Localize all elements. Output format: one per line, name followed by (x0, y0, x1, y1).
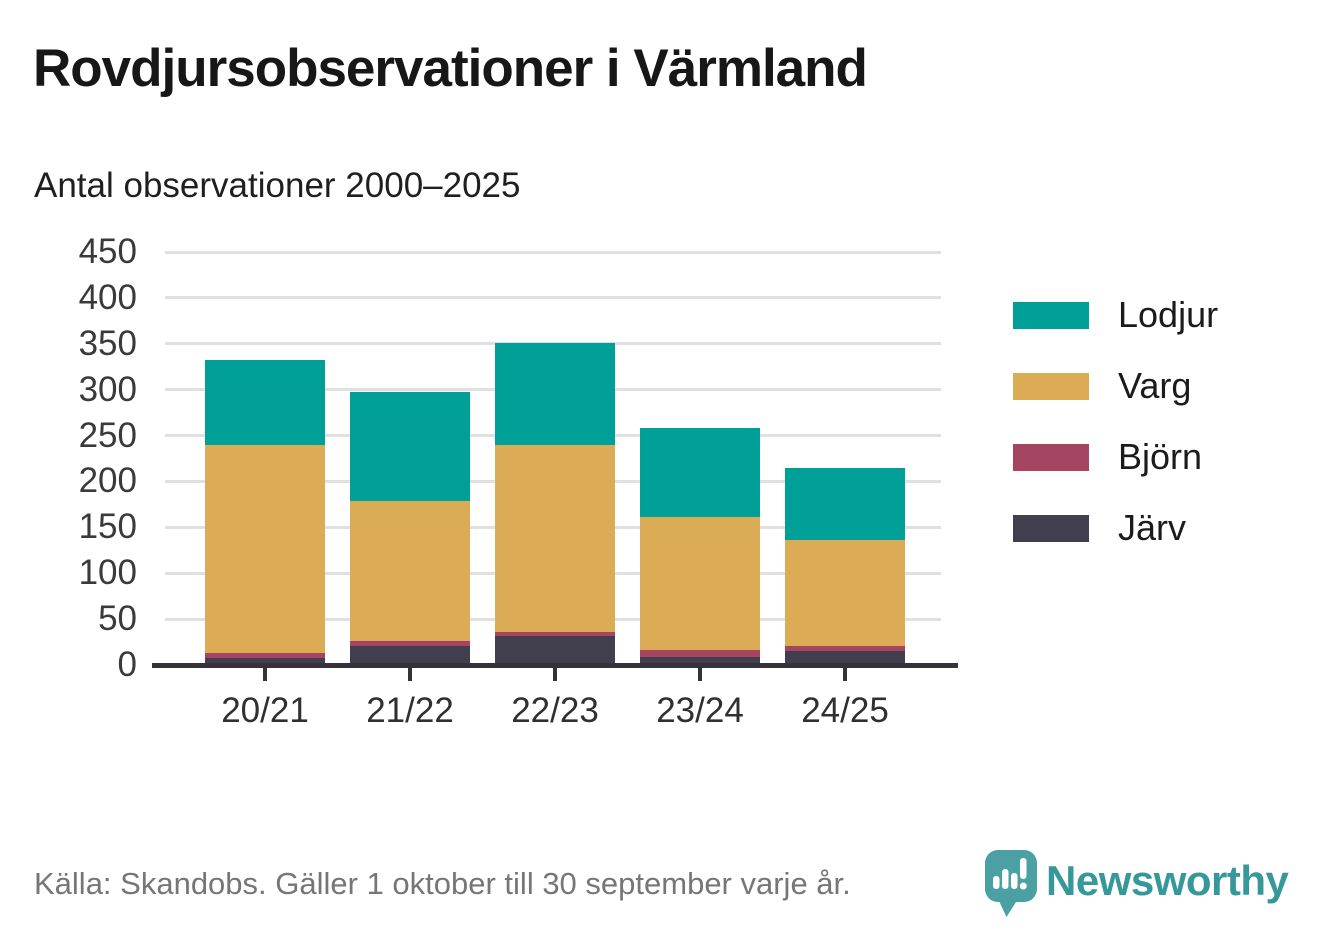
bar-segment-lodjur-23/24 (640, 428, 760, 518)
y-gridline (165, 250, 941, 254)
y-tick-label: 100 (78, 553, 137, 593)
chart-subtitle: Antal observationer 2000–2025 (34, 166, 521, 205)
bar-segment-lodjur-22/23 (495, 342, 615, 446)
bar-segment-varg-22/23 (495, 445, 615, 632)
y-tick-label: 200 (78, 461, 137, 501)
legend-label: Björn (1118, 436, 1203, 477)
legend-label: Lodjur (1118, 294, 1219, 335)
y-gridline (165, 296, 941, 300)
x-tick-label: 20/21 (221, 691, 309, 730)
brand-name: Newsworthy (1046, 857, 1289, 904)
newsworthy-logo-icon (985, 850, 1037, 917)
legend-swatch-björn (1013, 443, 1089, 471)
bar-segment-järv-20/21 (205, 658, 325, 663)
bar-segment-varg-21/22 (350, 500, 470, 641)
bar-segment-järv-21/22 (350, 645, 470, 663)
legend-label: Varg (1118, 365, 1192, 406)
x-tick-label: 22/23 (511, 691, 599, 730)
bar-segment-varg-24/25 (785, 540, 905, 646)
y-tick-label: 400 (78, 277, 137, 317)
x-tick (698, 668, 702, 681)
y-tick-label: 250 (78, 415, 137, 455)
bar-segment-lodjur-20/21 (205, 360, 325, 445)
bar-segment-björn-23/24 (640, 650, 760, 657)
x-tick (553, 668, 557, 681)
x-tick (263, 668, 267, 681)
x-tick (843, 668, 847, 681)
bar-segment-järv-22/23 (495, 636, 615, 663)
y-tick-label: 50 (98, 599, 137, 639)
source-note: Källa: Skandobs. Gäller 1 oktober till 3… (34, 866, 851, 901)
y-tick-label: 150 (78, 507, 137, 547)
x-axis-line (152, 663, 958, 668)
bar-segment-björn-20/21 (205, 652, 325, 659)
x-tick-label: 21/22 (366, 691, 454, 730)
legend-swatch-varg (1013, 372, 1089, 400)
x-tick-label: 23/24 (656, 691, 744, 730)
bar-segment-järv-23/24 (640, 656, 760, 663)
x-tick (408, 668, 412, 681)
legend-item-järv: Järv (1013, 507, 1218, 549)
bar-segment-björn-22/23 (495, 631, 615, 637)
bar-segment-lodjur-24/25 (785, 467, 905, 540)
bar-segment-björn-24/25 (785, 645, 905, 652)
chart-legend: Lodjur Varg Björn Järv (1013, 294, 1218, 578)
bar-segment-varg-23/24 (640, 517, 760, 651)
legend-item-björn: Björn (1013, 436, 1218, 478)
legend-swatch-lodjur (1013, 301, 1089, 329)
legend-item-lodjur: Lodjur (1013, 294, 1218, 336)
x-tick-label: 24/25 (801, 691, 889, 730)
bar-segment-varg-20/21 (205, 444, 325, 653)
y-tick-label: 350 (78, 323, 137, 363)
y-tick-label: 0 (117, 645, 137, 684)
legend-label: Järv (1118, 507, 1187, 548)
bar-segment-järv-24/25 (785, 651, 905, 663)
page-title: Rovdjursobservationer i Värmland (33, 39, 868, 98)
bar-segment-björn-21/22 (350, 640, 470, 646)
legend-item-varg: Varg (1013, 365, 1218, 407)
y-tick-label: 300 (78, 369, 137, 409)
y-tick-label: 450 (78, 232, 137, 271)
bar-segment-lodjur-21/22 (350, 392, 470, 501)
legend-swatch-järv (1013, 514, 1089, 542)
